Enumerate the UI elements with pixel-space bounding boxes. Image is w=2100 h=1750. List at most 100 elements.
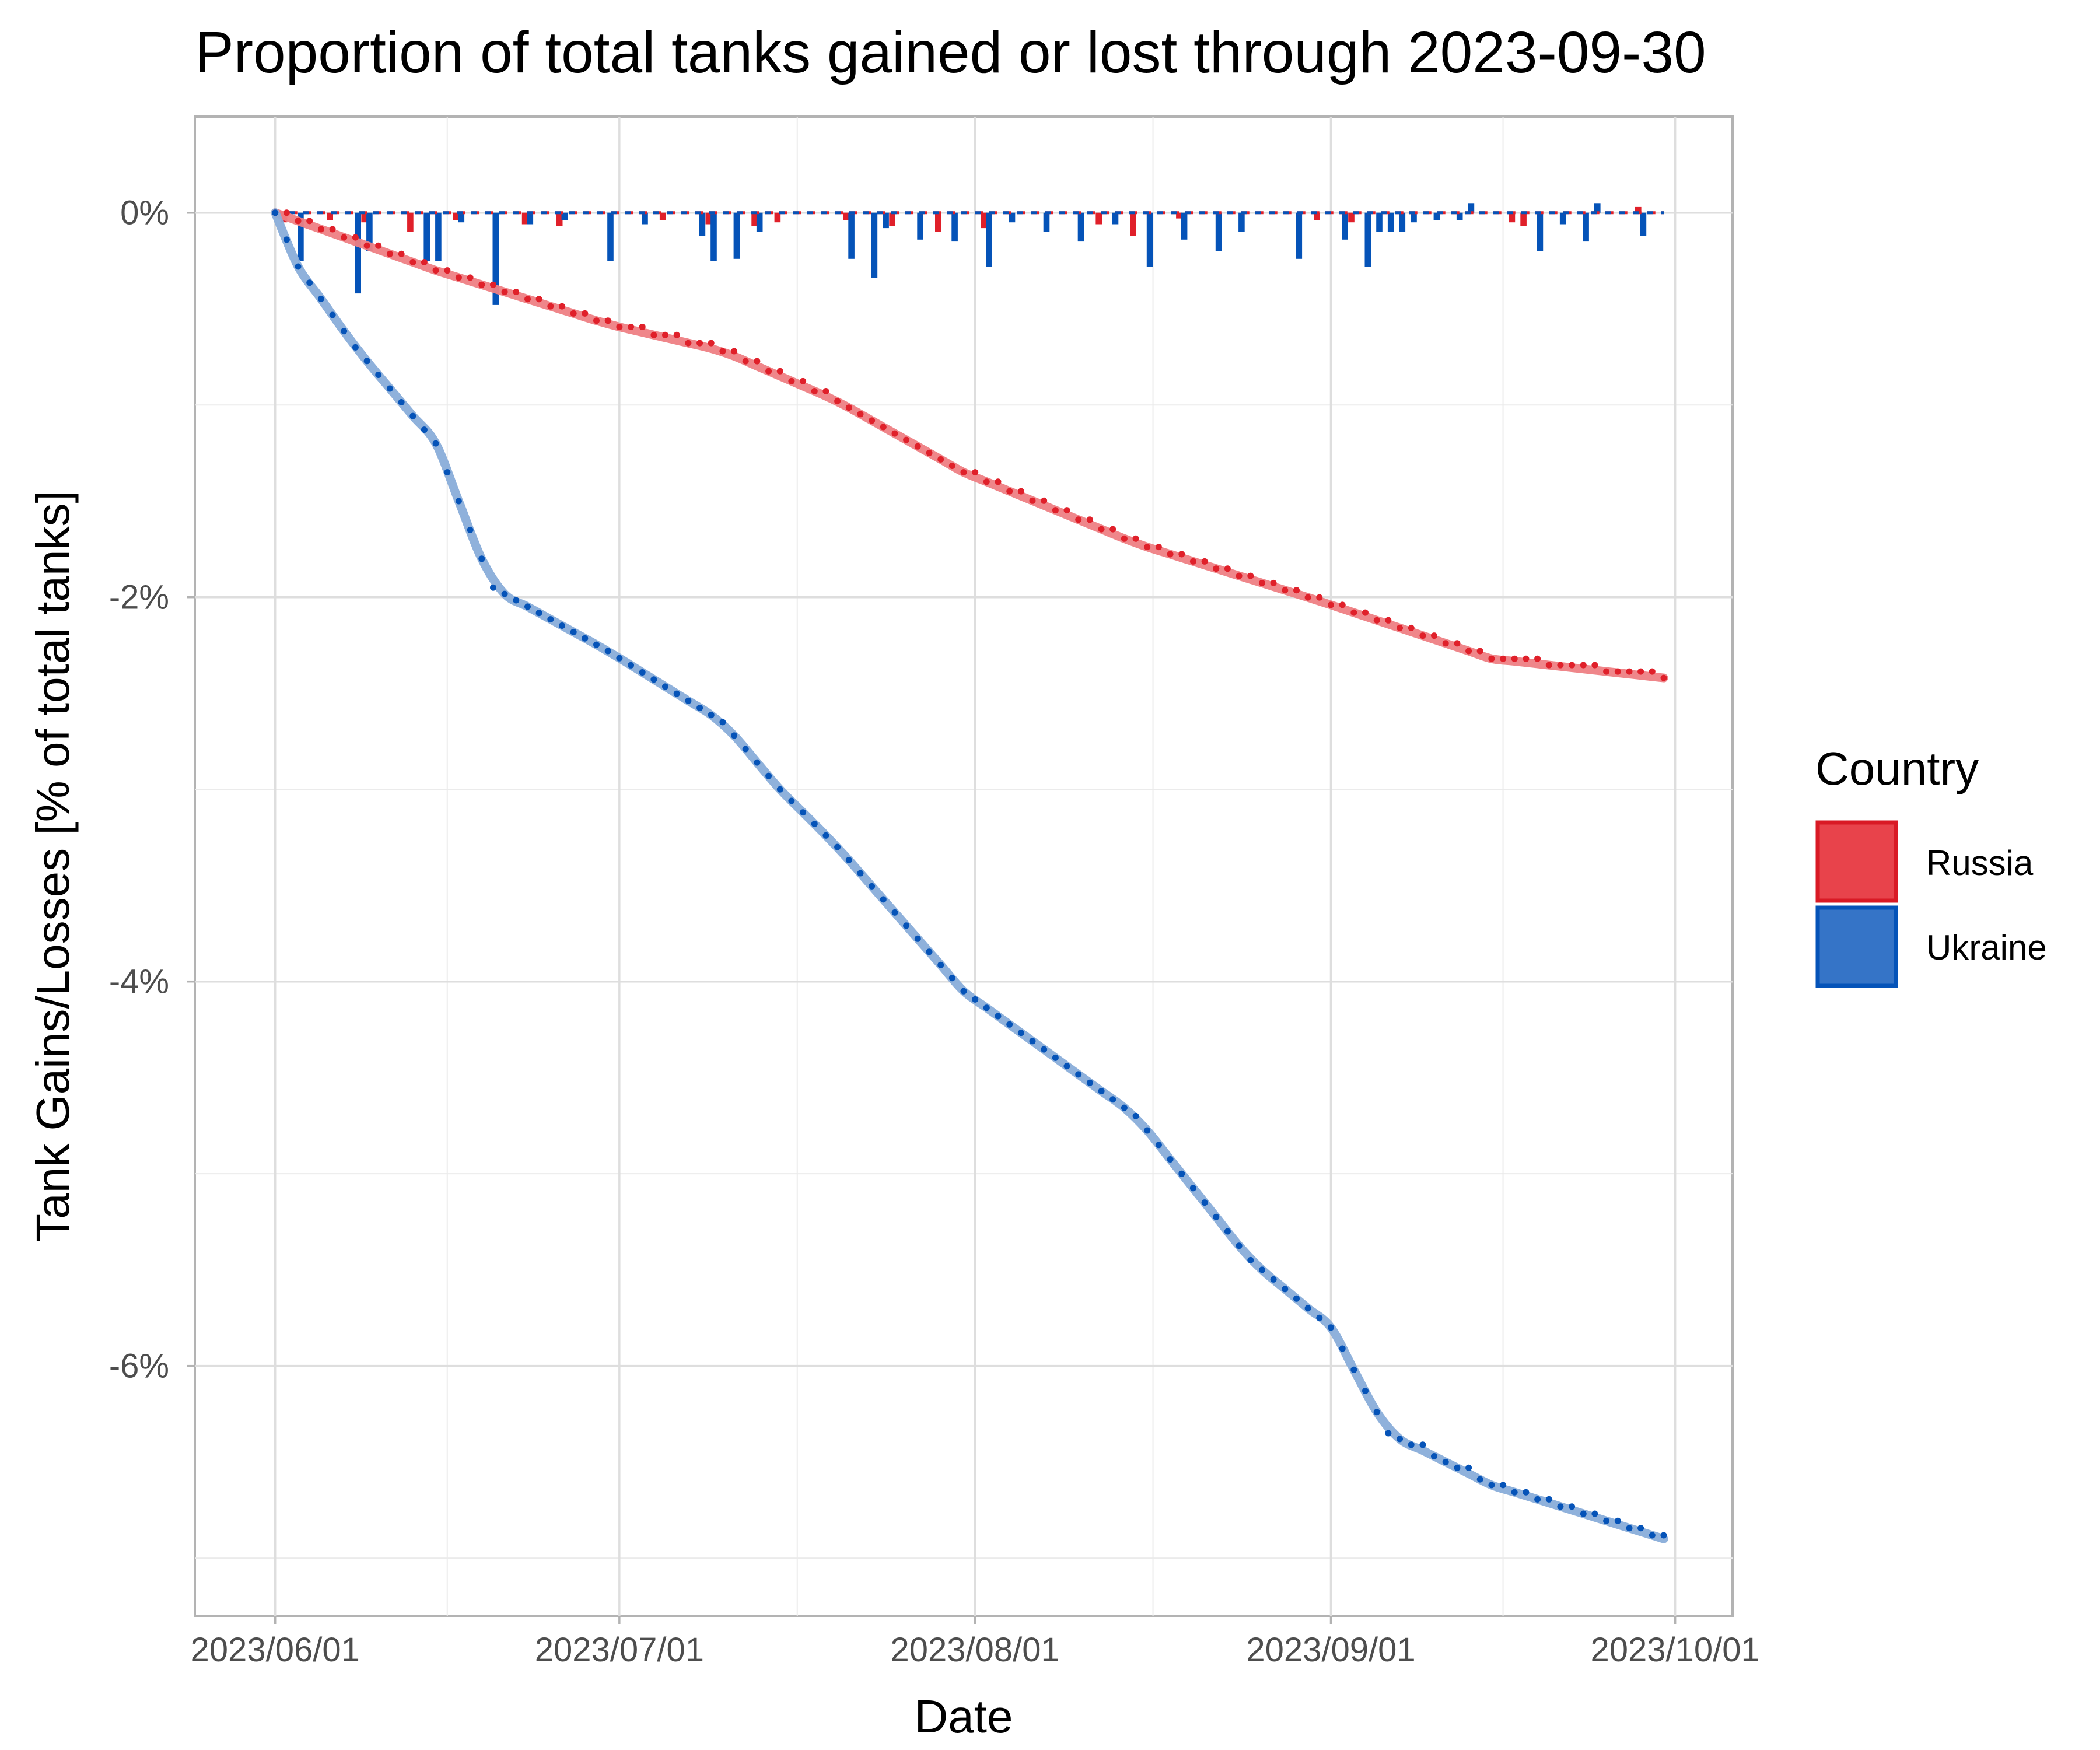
cumulative-point-ukraine: [524, 603, 531, 610]
x-tick-label: 2023/08/01: [891, 1631, 1060, 1669]
cumulative-point-russia: [1041, 497, 1048, 504]
cumulative-point-ukraine: [1144, 1127, 1151, 1134]
daily-change-bar-ukraine: [424, 212, 430, 261]
daily-change-bar-russia: [705, 212, 712, 225]
cumulative-point-ukraine: [834, 844, 841, 850]
cumulative-point-russia: [880, 424, 887, 430]
cumulative-point-ukraine: [949, 975, 956, 982]
cumulative-point-ukraine: [754, 759, 761, 766]
cumulative-point-russia: [1224, 565, 1231, 572]
cumulative-point-ukraine: [455, 498, 462, 505]
minor-gridlines: [195, 117, 1732, 1616]
cumulative-point-ukraine: [432, 440, 439, 447]
cumulative-point-ukraine: [822, 832, 830, 839]
daily-change-bar-ukraine: [1456, 212, 1463, 220]
cumulative-point-russia: [1362, 609, 1368, 616]
cumulative-point-russia: [1052, 507, 1059, 514]
cumulative-point-ukraine: [742, 746, 749, 752]
cumulative-point-ukraine: [559, 622, 565, 629]
cumulative-point-russia: [983, 478, 990, 485]
cumulative-point-russia: [386, 250, 393, 257]
y-axis-title: Tank Gains/Losses [% of total tanks]: [27, 490, 79, 1242]
cumulative-point-russia: [719, 348, 726, 355]
daily-change-bar-ukraine: [1583, 212, 1589, 242]
cumulative-point-ukraine: [880, 896, 887, 903]
cumulative-point-russia: [1465, 648, 1472, 654]
cumulative-point-russia: [834, 398, 841, 405]
cumulative-point-ukraine: [1259, 1266, 1265, 1273]
y-tick-label: -6%: [109, 1348, 169, 1385]
cumulative-point-russia: [949, 463, 956, 469]
cumulative-point-russia: [685, 340, 692, 346]
cumulative-point-russia: [317, 226, 324, 233]
cumulative-point-russia: [1545, 662, 1552, 668]
cumulative-point-ukraine: [513, 597, 520, 604]
cumulative-point-ukraine: [1545, 1496, 1552, 1503]
cumulative-point-ukraine: [1648, 1532, 1656, 1539]
cumulative-point-ukraine: [444, 469, 451, 476]
cumulative-point-russia: [1603, 668, 1610, 675]
cumulative-point-russia: [1304, 594, 1311, 601]
daily-change-bar-russia: [556, 212, 563, 226]
cumulative-point-russia: [1373, 617, 1380, 624]
cumulative-point-russia: [341, 234, 348, 241]
cumulative-point-ukraine: [1396, 1436, 1403, 1443]
cumulative-point-russia: [547, 303, 554, 310]
cumulative-point-russia: [754, 358, 761, 365]
cumulative-point-russia: [1442, 640, 1449, 647]
daily-change-bar-ukraine: [1536, 212, 1544, 251]
x-tick-label: 2023/10/01: [1590, 1631, 1759, 1669]
cumulative-point-russia: [1431, 632, 1437, 639]
cumulative-point-russia: [708, 340, 715, 346]
daily-change-bar-russia: [1635, 206, 1642, 213]
cumulative-point-russia: [673, 331, 680, 338]
cumulative-point-ukraine: [1098, 1088, 1105, 1094]
daily-change-bar-russia: [1096, 212, 1102, 225]
daily-change-bar-ukraine: [492, 212, 499, 305]
cumulative-point-russia: [1637, 668, 1644, 675]
cumulative-point-russia: [1626, 668, 1633, 675]
cumulative-point-russia: [1110, 526, 1116, 533]
cumulative-point-russia: [1029, 497, 1036, 504]
cumulative-point-ukraine: [1591, 1510, 1598, 1517]
daily-change-bar-ukraine: [871, 212, 878, 278]
cumulative-point-ukraine: [937, 961, 944, 968]
legend-label-ukraine: Ukraine: [1926, 928, 2047, 967]
cumulative-point-russia: [398, 250, 405, 257]
daily-change-bar-ukraine: [1376, 212, 1382, 232]
cumulative-point-russia: [467, 274, 474, 281]
cumulative-point-ukraine: [1488, 1482, 1495, 1489]
cumulative-point-russia: [1385, 617, 1392, 624]
cumulative-point-ukraine: [1660, 1532, 1667, 1539]
x-axis-ticks: 2023/06/01 2023/07/01 2023/08/01 2023/09/01…: [191, 1616, 1760, 1669]
cumulative-point-ukraine: [1075, 1071, 1082, 1078]
cumulative-point-ukraine: [283, 236, 290, 243]
cumulative-point-ukraine: [1029, 1038, 1036, 1045]
daily-change-bar-ukraine: [1640, 212, 1647, 236]
cumulative-point-russia: [662, 331, 668, 338]
cumulative-point-ukraine: [1189, 1185, 1196, 1192]
legend-item-ukraine: Ukraine: [1815, 905, 2047, 988]
cumulative-point-russia: [1098, 526, 1105, 533]
cumulative-point-russia: [1316, 594, 1323, 601]
cumulative-point-russia: [1144, 544, 1151, 551]
cumulative-point-russia: [1167, 551, 1174, 558]
daily-change-bar-russia: [935, 212, 942, 232]
daily-change-bar-ukraine: [699, 212, 706, 236]
cumulative-point-russia: [421, 259, 428, 265]
cumulative-point-ukraine: [628, 662, 634, 668]
cumulative-point-russia: [926, 449, 933, 456]
cumulative-point-russia: [1075, 516, 1082, 523]
daily-change-bar-ukraine: [917, 212, 923, 240]
cumulative-point-russia: [329, 226, 336, 233]
cumulative-point-russia: [639, 324, 646, 330]
cumulative-point-russia: [1259, 579, 1265, 586]
cumulative-point-russia: [1121, 535, 1128, 542]
daily-change-bar-russia: [327, 212, 333, 220]
cumulative-point-russia: [616, 324, 623, 330]
cumulative-point-russia: [822, 388, 830, 394]
cumulative-point-ukraine: [719, 719, 726, 726]
x-tick-label: 2023/07/01: [535, 1631, 704, 1669]
cumulative-point-ukraine: [272, 209, 279, 216]
y-axis-ticks: 0% -2% -4% -6%: [109, 194, 195, 1385]
